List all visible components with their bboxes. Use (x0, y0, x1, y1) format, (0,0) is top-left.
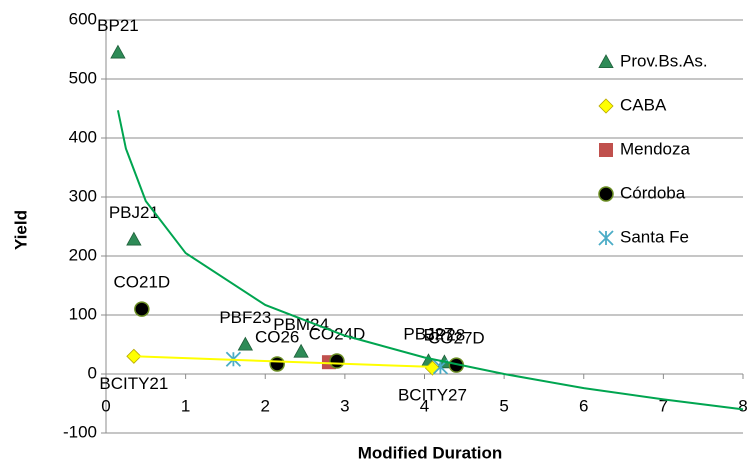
legend-label: Prov.Bs.As. (620, 51, 708, 70)
x-axis-title: Modified Duration (358, 443, 502, 462)
trendline (133, 355, 433, 368)
data-label: CO21D (113, 273, 170, 292)
y-tick-label: 600 (69, 9, 97, 28)
data-label: CO26 (255, 327, 299, 346)
legend-label: Córdoba (620, 183, 686, 202)
y-tick-label: 300 (69, 186, 97, 205)
y-tick-label: 0 (88, 363, 97, 382)
legend-marker (598, 98, 614, 114)
y-axis-title: Yield (11, 210, 30, 250)
x-tick-label: 6 (579, 396, 588, 415)
data-label: BP21 (97, 16, 139, 35)
data-label: BCITY27 (398, 386, 467, 405)
legend-marker (598, 186, 614, 202)
x-tick-label: 3 (340, 396, 349, 415)
y-tick-label: -100 (63, 422, 97, 441)
trendline (116, 110, 744, 411)
y-tick-label: 200 (69, 245, 97, 264)
legend-marker (598, 54, 614, 68)
data-point (110, 44, 126, 59)
data-label: BCITY21 (99, 374, 168, 393)
y-tick-label: 400 (69, 127, 97, 146)
y-tick-label: 500 (69, 68, 97, 87)
data-point (237, 336, 254, 351)
data-label: PBJ27 (403, 325, 453, 344)
data-label: CO27D (428, 329, 485, 348)
legend-label: Santa Fe (620, 227, 689, 246)
legend-label: CABA (620, 95, 667, 114)
legend-label: Mendoza (620, 139, 690, 158)
x-tick-label: 8 (738, 396, 747, 415)
x-tick-label: 7 (659, 396, 668, 415)
x-tick-label: 4 (420, 396, 429, 415)
legend-marker (599, 143, 613, 157)
data-label: PBJ21 (109, 203, 159, 222)
data-label: CO24D (309, 325, 366, 344)
data-label: PBF23 (219, 308, 271, 327)
legend-marker (598, 230, 614, 246)
data-label: BP28 (424, 326, 466, 345)
legend: Prov.Bs.As. CABA Mendoza Córdoba Santa Fe (598, 51, 708, 246)
data-point (293, 343, 309, 358)
data-point (269, 356, 285, 372)
data-point (134, 301, 150, 317)
x-tick-label: 5 (499, 396, 508, 415)
data-point (126, 231, 142, 246)
x-tick-label: 1 (181, 396, 190, 415)
data-label: PBM24 (273, 315, 329, 334)
x-tick-label: 0 (101, 396, 110, 415)
x-tick-label: 2 (261, 396, 270, 415)
data-point (329, 353, 345, 369)
y-tick-label: 100 (69, 304, 97, 323)
